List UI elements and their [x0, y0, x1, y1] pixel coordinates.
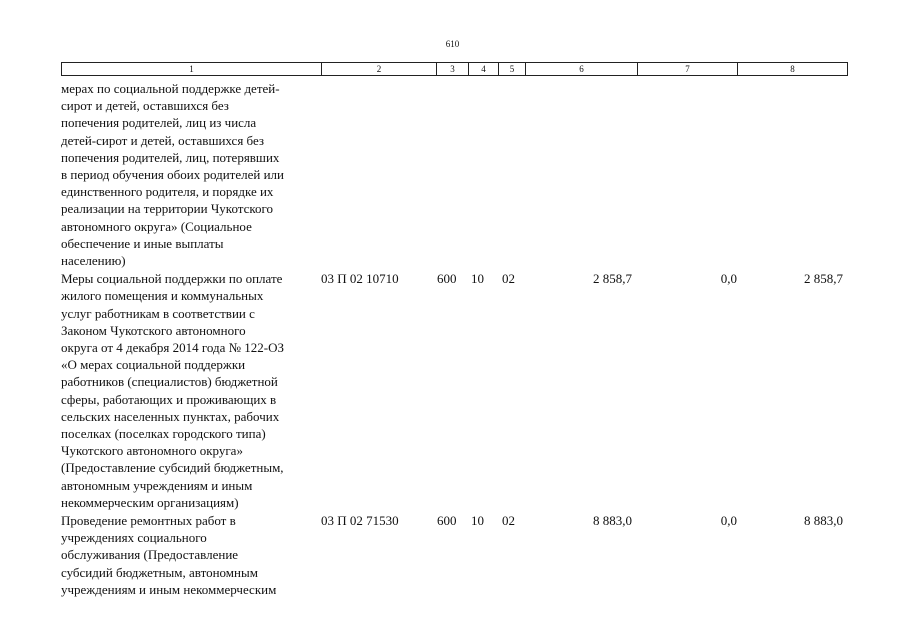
row-text: поселках (поселках городского типа): [61, 426, 266, 441]
row-text: «О мерах социальной поддержки: [61, 357, 246, 373]
header-cell: 3: [436, 62, 468, 76]
row-text: попечения родителей, лиц, потерявших: [61, 149, 280, 165]
amount-cell: 0,0: [720, 513, 737, 528]
header-cell: 5: [498, 62, 525, 76]
code-cell: 02: [502, 271, 515, 287]
row-text: детей-сирот и детей, оставшихся без: [61, 132, 265, 148]
row-text: Проведение ремонтных работ в: [61, 513, 236, 528]
row-text: автономного округа» (Социальное: [61, 218, 252, 234]
row-text: некоммерческим организациям): [61, 494, 239, 510]
row-text: сельских населенных пунктах, рабочих: [61, 408, 280, 424]
amount-cell: 2 858,7: [593, 271, 632, 287]
header-cell: 1: [61, 62, 321, 76]
code-cell: 10: [471, 271, 484, 287]
amount-cell: 8 883,0: [804, 513, 843, 528]
amount-cell: 8 883,0: [593, 513, 632, 528]
row-text: мерах по социальной поддержке детей-: [61, 81, 280, 96]
row-text: Чукотского автономного округа»: [61, 443, 243, 459]
row-text: учреждениях социального: [61, 530, 207, 546]
row-text: сирот и детей, оставшихся без: [61, 98, 229, 114]
row-text: обеспечение и иные выплаты: [61, 235, 224, 251]
row-text: (Предоставление субсидий бюджетным,: [61, 460, 284, 476]
row-text: субсидий бюджетным, автономным: [61, 564, 258, 580]
code-cell: 03 П 02 71530: [321, 513, 399, 528]
row-text: жилого помещения и коммунальных: [61, 288, 264, 304]
row-text: округа от 4 декабря 2014 года № 122-ОЗ: [61, 340, 285, 355]
header-cell: 6: [525, 62, 637, 76]
code-cell: 600: [437, 513, 457, 528]
code-cell: 600: [437, 271, 457, 287]
row-text: Меры социальной поддержки по оплате: [61, 271, 283, 287]
header-cell: 4: [468, 62, 498, 76]
amount-cell: 0,0: [720, 271, 737, 287]
code-cell: 10: [471, 513, 484, 528]
amount-cell: 2 858,7: [804, 271, 843, 287]
header-cell: 7: [637, 62, 737, 76]
page-number: 610: [445, 39, 460, 49]
row-text: автономным учреждениям и иным: [61, 477, 253, 493]
row-text: попечения родителей, лиц из числа: [61, 115, 257, 131]
code-cell: 03 П 02 10710: [321, 271, 399, 287]
row-text: сферы, работающих и проживающих в: [61, 391, 277, 407]
code-cell: 02: [502, 513, 515, 528]
row-text: учреждениям и иным некоммерческим: [61, 581, 277, 597]
row-text: реализации на территории Чукотского: [61, 201, 274, 217]
header-cell: 2: [321, 62, 436, 76]
row-text: услуг работникам в соответствии с: [61, 305, 255, 321]
header-cell: 8: [737, 62, 848, 76]
row-text: Законом Чукотского автономного: [61, 322, 246, 338]
row-text: единственного родителя, и порядке их: [61, 184, 274, 200]
row-text: работников (специалистов) бюджетной: [61, 374, 278, 390]
row-text: в период обучения обоих родителей или: [61, 167, 284, 182]
row-text: населению): [61, 253, 126, 268]
row-text: обслуживания (Предоставление: [61, 547, 239, 563]
